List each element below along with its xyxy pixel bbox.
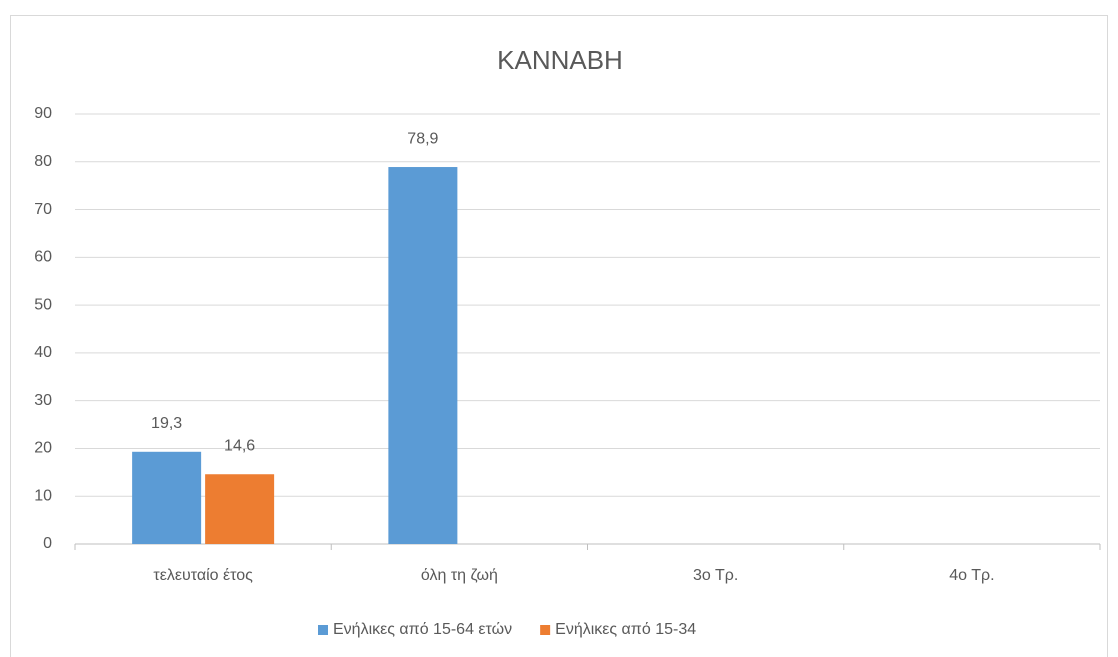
bar <box>132 451 202 544</box>
y-tick-label: 0 <box>43 535 52 552</box>
legend-label: Ενήλικες από 15-64 ετών <box>333 621 512 638</box>
chart-border <box>10 15 1108 657</box>
legend-swatch <box>540 625 551 635</box>
y-tick-label: 80 <box>34 153 52 170</box>
x-tick-label: όλη τη ζωή <box>421 567 498 584</box>
y-tick-label: 30 <box>34 392 52 409</box>
y-tick-label: 50 <box>34 296 52 313</box>
y-tick-label: 10 <box>34 487 52 504</box>
data-label: 78,9 <box>407 130 438 147</box>
legend-label: Ενήλικες από 15-34 <box>555 621 696 638</box>
legend-swatch <box>318 625 328 635</box>
y-tick-label: 70 <box>34 201 52 218</box>
bar <box>388 167 458 545</box>
y-tick-label: 90 <box>34 105 52 122</box>
y-tick-label: 20 <box>34 440 52 457</box>
chart-title: ΚΑΝΝΑΒΗ <box>497 45 623 75</box>
data-label: 19,3 <box>151 415 182 432</box>
x-tick-label: 4ο Τρ. <box>949 567 994 584</box>
y-tick-label: 60 <box>34 249 52 266</box>
x-tick-label: 3ο Τρ. <box>693 567 738 584</box>
data-label: 14,6 <box>224 437 255 454</box>
y-tick-label: 40 <box>34 344 52 361</box>
x-tick-label: τελευταίο έτος <box>153 567 253 584</box>
bar <box>205 474 275 544</box>
